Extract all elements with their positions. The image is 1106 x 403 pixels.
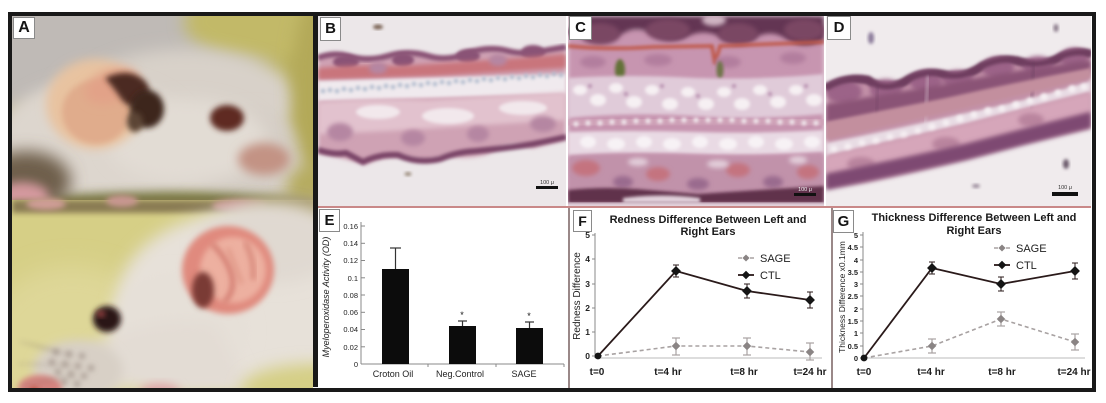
svg-text:4: 4: [854, 256, 859, 265]
svg-text:0.12: 0.12: [343, 256, 358, 265]
svg-text:0.14: 0.14: [343, 239, 358, 248]
svg-text:0.5: 0.5: [848, 342, 858, 351]
svg-text:1.5: 1.5: [848, 317, 858, 326]
svg-text:t=24 hr: t=24 hr: [1057, 367, 1090, 378]
svg-text:3: 3: [585, 279, 590, 289]
svg-text:t=4 hr: t=4 hr: [654, 367, 682, 378]
svg-text:2: 2: [585, 303, 590, 313]
svg-text:100 μ: 100 μ: [540, 180, 554, 186]
svg-text:Right Ears: Right Ears: [946, 225, 1001, 237]
svg-text:t=8 hr: t=8 hr: [988, 367, 1016, 378]
svg-text:4: 4: [585, 254, 590, 264]
svg-text:Thickness Difference Between L: Thickness Difference Between Left and: [872, 212, 1077, 224]
svg-text:1: 1: [854, 329, 858, 338]
svg-text:2.5: 2.5: [848, 292, 858, 301]
svg-text:5: 5: [585, 230, 590, 240]
svg-text:SAGE: SAGE: [760, 253, 791, 265]
svg-text:Myeloperoxidase Activity (OD): Myeloperoxidase Activity (OD): [321, 237, 331, 358]
svg-text:0.04: 0.04: [343, 325, 358, 334]
svg-text:CTL: CTL: [1016, 260, 1037, 272]
svg-text:3.5: 3.5: [848, 268, 858, 277]
svg-text:t=0: t=0: [857, 367, 872, 378]
svg-text:0.02: 0.02: [343, 343, 358, 352]
svg-text:Right Ears: Right Ears: [680, 226, 735, 238]
svg-text:Neg.Control: Neg.Control: [436, 369, 484, 379]
svg-text:Thickness Difference x0.1mm: Thickness Difference x0.1mm: [837, 241, 847, 353]
svg-text:0.16: 0.16: [343, 222, 358, 231]
svg-text:0.06: 0.06: [343, 308, 358, 317]
svg-text:100 μ: 100 μ: [1058, 185, 1072, 191]
svg-text:0: 0: [585, 351, 590, 361]
svg-text:4.5: 4.5: [848, 243, 858, 252]
svg-text:5: 5: [854, 231, 858, 240]
svg-text:SAGE: SAGE: [511, 369, 536, 379]
svg-text:3: 3: [854, 280, 858, 289]
svg-text:t=4 hr: t=4 hr: [917, 367, 945, 378]
svg-text:1: 1: [585, 327, 590, 337]
svg-text:Redness Difference: Redness Difference: [572, 252, 583, 340]
svg-text:0: 0: [354, 360, 358, 369]
svg-text:2: 2: [854, 305, 858, 314]
svg-text:*: *: [527, 311, 531, 321]
svg-text:0.08: 0.08: [343, 291, 358, 300]
svg-text:*: *: [460, 310, 464, 320]
svg-text:t=8 hr: t=8 hr: [730, 367, 758, 378]
svg-text:t=0: t=0: [590, 367, 605, 378]
svg-text:Redness Difference Between Lef: Redness Difference Between Left and: [610, 214, 807, 226]
svg-text:0.1: 0.1: [348, 274, 358, 283]
svg-text:100 μ: 100 μ: [798, 187, 812, 193]
svg-text:CTL: CTL: [760, 270, 781, 282]
svg-text:Croton Oil: Croton Oil: [373, 369, 414, 379]
svg-text:0: 0: [854, 354, 858, 363]
svg-text:t=24 hr: t=24 hr: [793, 367, 826, 378]
svg-text:SAGE: SAGE: [1016, 243, 1047, 255]
